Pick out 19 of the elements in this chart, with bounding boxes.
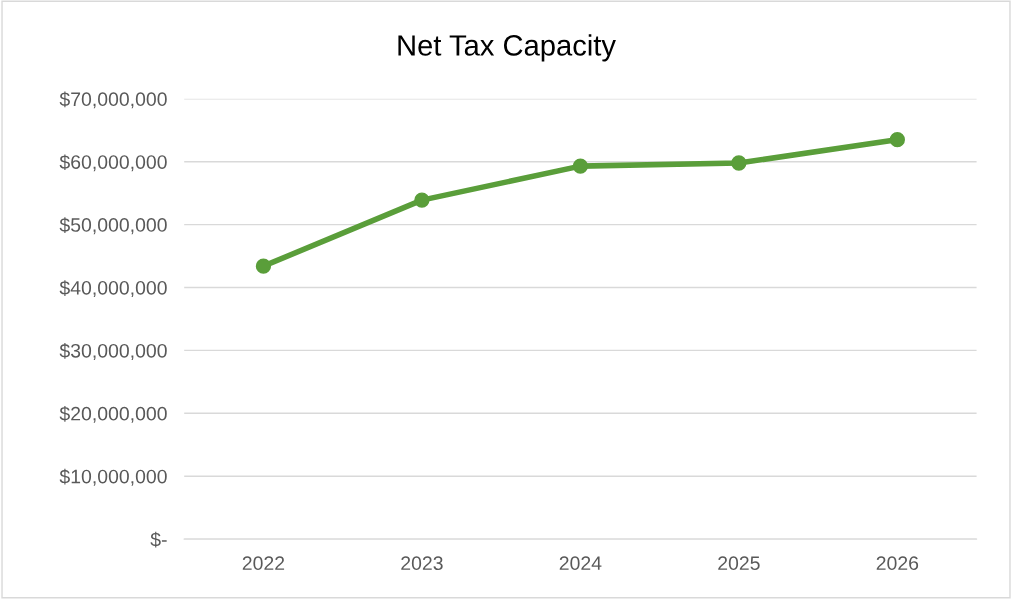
y-tick-label: $20,000,000	[59, 405, 167, 423]
y-tick-label: $60,000,000	[59, 154, 167, 172]
x-tick-label: 2024	[559, 556, 602, 571]
y-tick-label: $50,000,000	[59, 217, 167, 235]
x-tick-label: 2025	[718, 556, 760, 571]
point	[572, 158, 589, 174]
point	[889, 132, 905, 148]
y-tick-label: $-	[150, 531, 167, 548]
y-tick-label: $30,000,000	[59, 343, 167, 360]
point	[255, 258, 272, 274]
x-tick-label: 2023	[401, 556, 443, 571]
y-tick-label: $10,000,000	[59, 468, 167, 486]
point	[414, 192, 430, 208]
x-tick-label: 2026	[876, 556, 919, 571]
x-tick-label: 2022	[242, 556, 285, 571]
y-tick-label: $70,000,000	[59, 91, 167, 109]
y-tick-label: $40,000,000	[59, 280, 167, 298]
point	[731, 155, 747, 171]
chart-title: Net Tax Capacity	[398, 34, 616, 62]
